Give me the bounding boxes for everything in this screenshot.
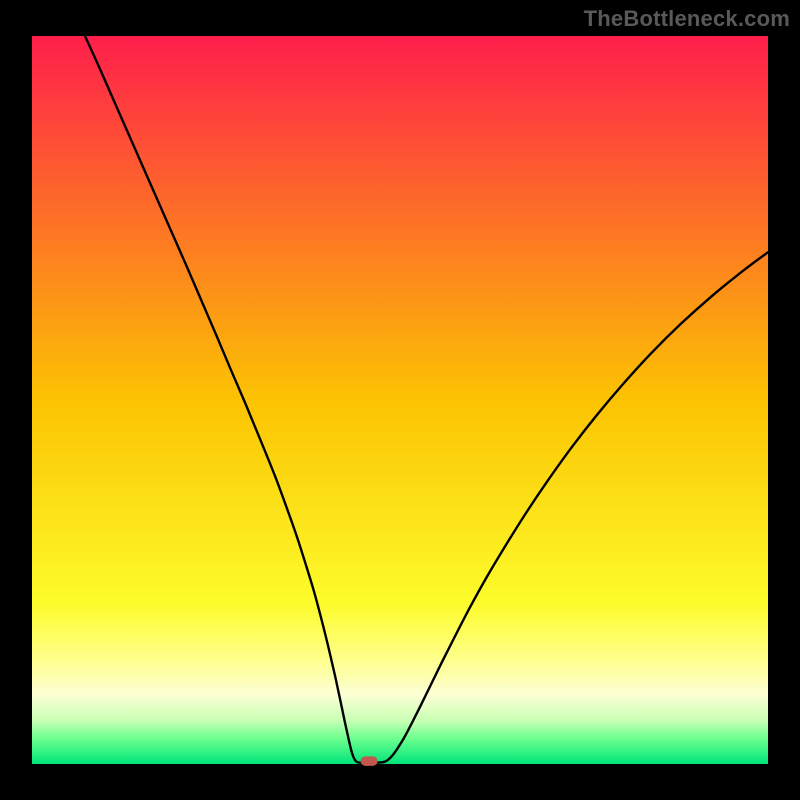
optimal-point-marker xyxy=(361,756,378,765)
bottleneck-chart-svg xyxy=(0,0,800,800)
chart-container: TheBottleneck.com xyxy=(0,0,800,800)
chart-plot-area xyxy=(32,36,768,764)
watermark-text: TheBottleneck.com xyxy=(584,6,790,32)
